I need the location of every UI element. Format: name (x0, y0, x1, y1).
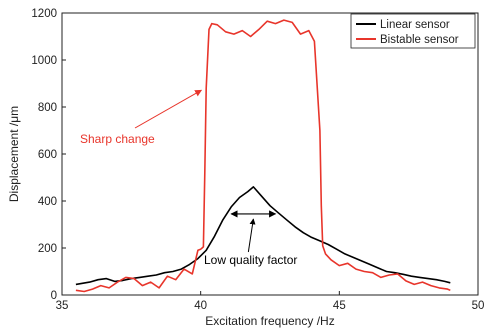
series-line-bistable (75, 19, 451, 293)
y-tick-label: 1000 (31, 55, 57, 67)
annotation-arrow-sharp-change (134, 89, 203, 129)
x-tick-label: 35 (56, 300, 69, 312)
x-axis-label: Excitation frequency /Hz (205, 314, 334, 328)
y-tick-label: 400 (38, 196, 57, 208)
y-tick-label: 800 (38, 102, 57, 114)
x-tick-label: 40 (194, 300, 207, 312)
annotation-layer (134, 89, 277, 253)
annotation-sharp-change: Sharp change (80, 132, 155, 146)
legend-box (350, 13, 476, 49)
x-tick-label: 45 (333, 300, 346, 312)
series-line-linear (75, 186, 451, 286)
legend-label-bistable: Bistable sensor (380, 34, 459, 46)
annotation-low-quality-factor: Low quality factor (204, 253, 297, 267)
y-tick-label: 200 (38, 243, 57, 255)
legend-label-linear: Linear sensor (380, 19, 450, 31)
y-tick-label: 1200 (31, 8, 57, 20)
series-layer (75, 19, 451, 293)
x-tick-label: 50 (472, 300, 485, 312)
tick-layer: 35 40 45 50 0 200 400 600 800 1000 1200 (31, 8, 484, 312)
y-axis-label: Displacement /μm (7, 106, 21, 202)
annotation-arrow-low-quality-factor (247, 218, 256, 253)
y-tick-label: 0 (51, 290, 57, 302)
y-tick-label: 600 (38, 149, 57, 161)
legend: Linear sensor Bistable sensor (350, 13, 476, 49)
